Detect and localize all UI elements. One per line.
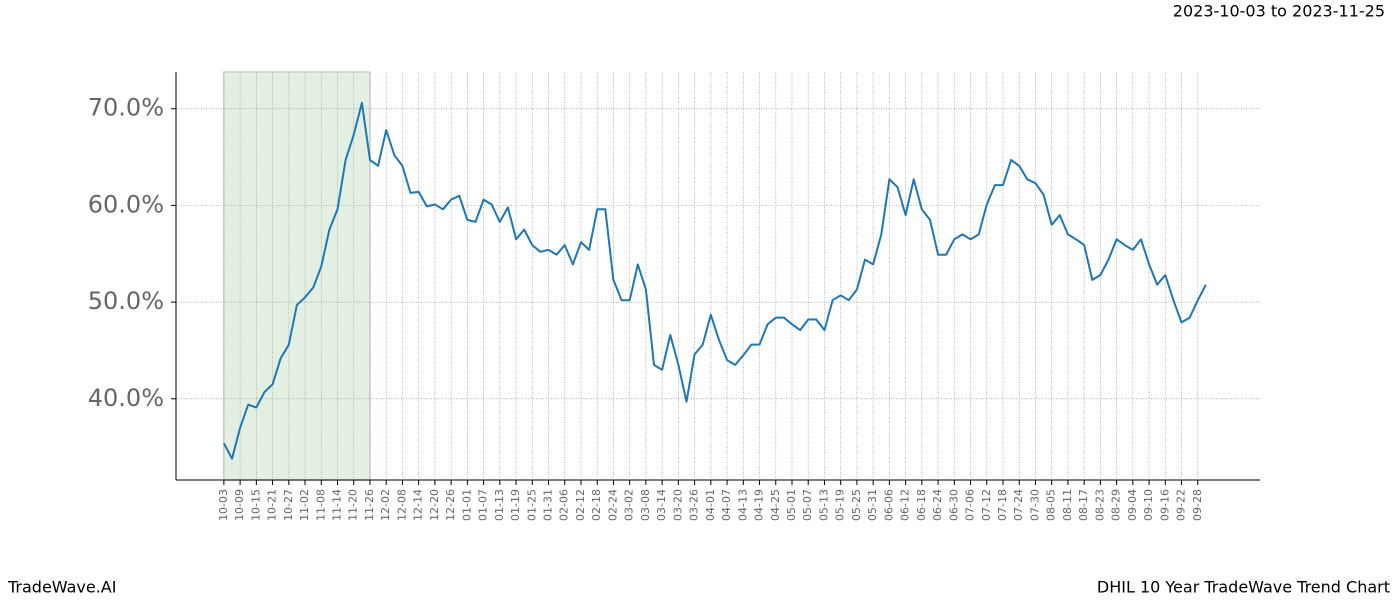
x-tick-label: 08-11 xyxy=(1061,489,1074,521)
x-tick-label: 12-26 xyxy=(444,489,457,521)
x-tick-label: 11-02 xyxy=(298,489,311,521)
x-tick-label: 12-08 xyxy=(395,489,408,521)
x-tick-label: 06-12 xyxy=(899,489,912,521)
trend-line xyxy=(223,101,1207,460)
x-tick-label: 01-25 xyxy=(525,489,538,521)
brand: TradeWave.AI xyxy=(7,578,116,597)
x-tick-label: 10-21 xyxy=(266,489,279,521)
highlight-band xyxy=(223,71,371,481)
x-tick-label: 04-25 xyxy=(769,489,782,521)
x-tick-label: 11-08 xyxy=(314,489,327,521)
x-tick-label: 02-18 xyxy=(590,489,603,521)
x-tick-label: 04-19 xyxy=(753,489,766,521)
x-tick-label: 01-01 xyxy=(460,489,473,521)
x-tick-label: 03-08 xyxy=(639,489,652,521)
x-tick-label: 01-31 xyxy=(542,489,555,521)
x-tick-label: 06-24 xyxy=(931,489,944,521)
x-tick-label: 03-14 xyxy=(655,489,668,521)
x-tick-label: 08-05 xyxy=(1045,489,1058,521)
x-tick-label: 05-01 xyxy=(785,489,798,521)
x-tick-label: 07-24 xyxy=(1012,489,1025,521)
x-tick-label: 06-30 xyxy=(947,489,960,521)
x-tick-label: 02-06 xyxy=(558,489,571,521)
x-tick-label: 09-22 xyxy=(1175,489,1188,521)
x-tick-label: 09-28 xyxy=(1191,489,1204,521)
x-tick-label: 06-18 xyxy=(915,489,928,521)
x-tick-label: 04-13 xyxy=(736,489,749,521)
x-tick-label: 01-07 xyxy=(477,489,490,521)
x-tick-label: 05-13 xyxy=(817,489,830,521)
x-tick-label: 11-14 xyxy=(331,489,344,521)
y-tick-label: 50.0% xyxy=(88,287,164,315)
x-tick-label: 08-17 xyxy=(1077,489,1090,521)
x-tick-label: 07-12 xyxy=(980,489,993,521)
x-tick-label: 01-19 xyxy=(509,489,522,521)
y-tick-label: 40.0% xyxy=(88,384,164,412)
chart-title: DHIL 10 Year TradeWave Trend Chart xyxy=(1097,578,1390,597)
x-tick-label: 04-01 xyxy=(704,489,717,521)
x-tick-label: 09-10 xyxy=(1142,489,1155,521)
x-tick-label: 08-29 xyxy=(1110,489,1123,521)
x-tick-label: 11-20 xyxy=(347,489,360,521)
y-tick-label: 70.0% xyxy=(88,94,164,122)
x-tick-label: 07-30 xyxy=(1028,489,1041,521)
x-tick-label: 12-20 xyxy=(428,489,441,521)
x-tick-label: 03-20 xyxy=(671,489,684,521)
x-tick-label: 05-31 xyxy=(866,489,879,521)
x-tick-label: 05-25 xyxy=(850,489,863,521)
x-tick-label: 01-13 xyxy=(493,489,506,521)
x-tick-label: 10-27 xyxy=(282,489,295,521)
x-tick-label: 07-18 xyxy=(996,489,1009,521)
x-tick-label: 12-02 xyxy=(379,489,392,521)
chart-subtitle: 2023-10-03 to 2023-11-25 xyxy=(1173,2,1385,21)
y-tick-label: 60.0% xyxy=(88,190,164,218)
x-tick-label: 09-04 xyxy=(1126,489,1139,521)
x-tick-label: 06-06 xyxy=(882,489,895,521)
x-tick-label: 11-26 xyxy=(363,489,376,521)
x-tick-label: 10-03 xyxy=(217,489,230,521)
x-tick-label: 02-24 xyxy=(606,489,619,521)
x-tick-label: 10-15 xyxy=(249,489,262,521)
x-tick-label: 09-16 xyxy=(1158,489,1171,521)
x-tick-label: 12-14 xyxy=(412,489,425,521)
x-tick-label: 10-09 xyxy=(233,489,246,521)
x-tick-label: 02-12 xyxy=(574,489,587,521)
x-tick-label: 05-19 xyxy=(834,489,847,521)
x-tick-label: 03-26 xyxy=(688,489,701,521)
x-tick-label: 04-07 xyxy=(720,489,733,521)
x-tick-label: 03-02 xyxy=(623,489,636,521)
x-tick-label: 08-23 xyxy=(1093,489,1106,521)
x-tick-label: 07-06 xyxy=(964,489,977,521)
x-tick-label: 05-07 xyxy=(801,489,814,521)
